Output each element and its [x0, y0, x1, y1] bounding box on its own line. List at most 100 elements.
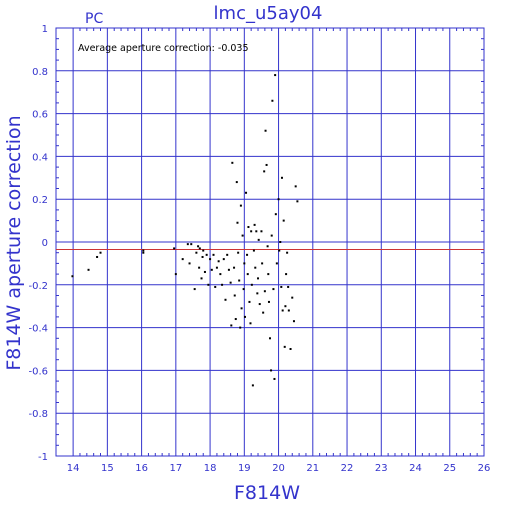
- data-point: [234, 318, 237, 321]
- data-point: [277, 198, 280, 201]
- data-point: [271, 99, 274, 102]
- x-tick-label: 18: [204, 463, 217, 474]
- y-tick-labels: -1 -0.8 -0.6 -0.4 -0.2 0 0.2 0.4 0.6 0.8 1: [28, 24, 48, 463]
- data-point: [294, 185, 297, 188]
- data-point: [274, 74, 277, 77]
- data-point: [251, 384, 254, 387]
- x-tick-label: 22: [341, 463, 354, 474]
- data-point: [186, 243, 189, 246]
- data-point: [265, 163, 268, 166]
- data-point: [270, 369, 273, 372]
- y-tick-label: 0.2: [32, 195, 48, 206]
- data-point: [275, 262, 278, 265]
- data-point: [284, 305, 287, 308]
- data-point: [174, 273, 177, 276]
- data-point: [282, 219, 285, 222]
- data-point: [249, 322, 252, 325]
- data-point: [231, 161, 234, 164]
- data-point: [292, 320, 295, 323]
- y-axis-label: F814W aperture correction: [3, 115, 25, 370]
- data-point: [280, 176, 283, 179]
- data-point: [270, 234, 273, 237]
- panel-label: PC: [85, 11, 103, 27]
- data-point: [201, 255, 204, 258]
- data-point: [287, 309, 290, 312]
- data-point: [197, 245, 200, 248]
- data-point: [257, 238, 260, 241]
- data-point: [266, 245, 269, 248]
- data-point: [281, 309, 284, 312]
- data-point: [267, 273, 270, 276]
- y-tick-label: -0.4: [28, 324, 48, 335]
- data-point: [212, 253, 215, 256]
- tick-marks: [56, 28, 484, 456]
- data-point: [188, 262, 191, 265]
- chart-title: lmc_u5ay04: [214, 3, 323, 24]
- data-point: [241, 234, 244, 237]
- x-tick-label: 21: [306, 463, 319, 474]
- data-point: [274, 213, 277, 216]
- data-point: [252, 249, 255, 252]
- data-point: [262, 311, 265, 314]
- data-point: [215, 266, 218, 269]
- data-point: [87, 268, 90, 271]
- data-point: [246, 253, 249, 256]
- data-point: [286, 251, 289, 254]
- data-point: [269, 337, 271, 340]
- data-point: [142, 251, 145, 254]
- data-point: [229, 281, 232, 284]
- data-point: [235, 181, 238, 184]
- data-point: [227, 268, 230, 271]
- data-point: [239, 326, 242, 329]
- y-tick-label: 0.6: [32, 110, 48, 121]
- y-tick-label: -1: [38, 452, 48, 463]
- y-tick-label: 1: [42, 24, 48, 35]
- data-point: [255, 230, 258, 233]
- data-points: [71, 74, 299, 387]
- x-tick-label: 15: [101, 463, 114, 474]
- data-point: [260, 230, 263, 233]
- x-tick-label: 20: [272, 463, 285, 474]
- data-point: [181, 258, 184, 261]
- data-point: [198, 266, 201, 269]
- y-tick-label: -0.6: [28, 366, 48, 377]
- data-point: [71, 275, 74, 278]
- data-point: [279, 241, 282, 243]
- x-axis-label: F814W: [234, 482, 300, 504]
- data-point: [142, 249, 145, 252]
- data-point: [237, 251, 240, 254]
- data-point: [210, 268, 213, 271]
- data-point: [202, 249, 205, 252]
- data-point: [244, 315, 247, 318]
- x-tick-labels: 14 15 16 17 18 19 20 21 22 23 24 25 26: [67, 463, 491, 474]
- data-point: [236, 221, 239, 224]
- data-point: [214, 285, 217, 288]
- data-point: [240, 307, 243, 310]
- data-point: [233, 266, 236, 269]
- x-tick-label: 19: [238, 463, 251, 474]
- data-point: [224, 298, 227, 301]
- data-point: [226, 253, 229, 256]
- data-point: [195, 251, 198, 254]
- data-point: [248, 300, 251, 303]
- data-point: [222, 258, 225, 261]
- data-point: [238, 279, 241, 282]
- data-point: [273, 377, 276, 380]
- x-tick-label: 16: [135, 463, 148, 474]
- data-point: [245, 191, 248, 194]
- data-point: [221, 283, 224, 286]
- x-tick-label: 17: [169, 463, 182, 474]
- data-point: [254, 266, 257, 269]
- data-point: [219, 273, 222, 276]
- data-point: [230, 324, 233, 327]
- y-tick-label: 0: [42, 238, 48, 249]
- x-tick-label: 24: [409, 463, 422, 474]
- average-annotation: Average aperture correction: -0.035: [78, 43, 249, 54]
- y-tick-label: 0.4: [32, 152, 48, 163]
- data-point: [209, 258, 212, 261]
- data-point: [207, 283, 210, 286]
- data-point: [96, 255, 99, 258]
- data-point: [198, 247, 201, 250]
- data-point: [243, 262, 246, 265]
